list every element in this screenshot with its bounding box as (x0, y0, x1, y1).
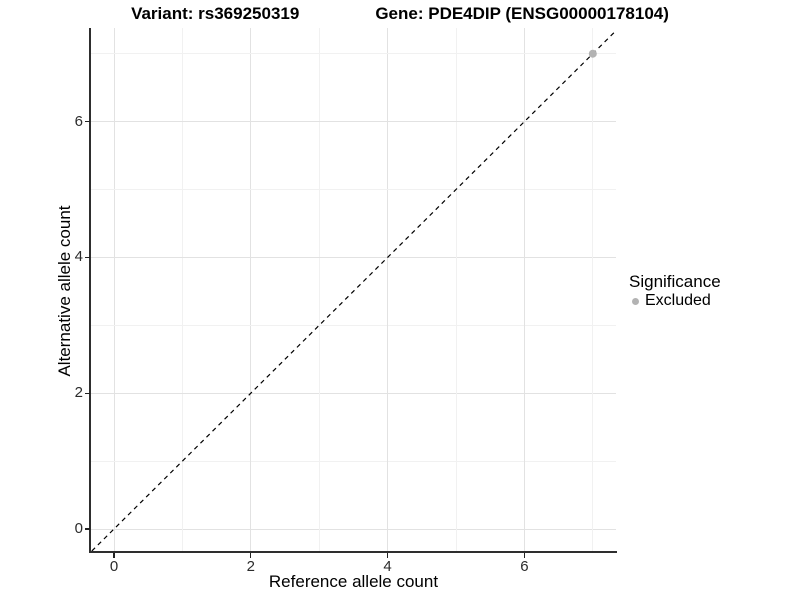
y-tick-label-6: 6 (74, 112, 83, 130)
major-gridline-y-4 (91, 256, 616, 258)
plot-title-gene: Gene: PDE4DIP (ENSG00000178104) (375, 4, 669, 23)
y-tick-2 (85, 392, 90, 394)
y-tick-0 (85, 528, 90, 530)
plot-title: Variant: rs369250319 Gene: PDE4DIP (ENSG… (0, 4, 800, 24)
major-gridline-x-2 (250, 28, 252, 552)
legend-item-excluded: Excluded (629, 292, 721, 310)
major-gridline-x-0 (113, 28, 115, 552)
minor-gridline-x-7 (592, 28, 594, 552)
minor-gridline-x-1 (181, 28, 183, 552)
y-tick-label-0: 0 (74, 520, 83, 537)
plot-draw-layer (91, 29, 616, 552)
plot-panel (91, 28, 616, 552)
x-tick-label-0: 0 (109, 558, 119, 575)
legend-key-dot (632, 297, 639, 305)
minor-gridline-x-3 (318, 28, 320, 552)
y-tick-6 (85, 120, 90, 123)
x-tick-label-2: 2 (246, 558, 255, 575)
x-tick-2 (250, 553, 252, 558)
y-tick-label-4: 4 (74, 248, 83, 266)
x-tick-0 (113, 553, 115, 558)
x-axis-title: Reference allele count (268, 572, 439, 591)
minor-gridline-y-3 (91, 324, 616, 326)
legend-title: Significance (629, 272, 721, 291)
plot-title-variant: Variant: rs369250319 (131, 4, 300, 23)
x-tick-label-4: 4 (383, 558, 392, 575)
major-gridline-x-6 (523, 28, 525, 552)
major-gridline-y-6 (91, 121, 616, 123)
x-tick-label-6: 6 (520, 558, 529, 575)
y-tick-label-2: 2 (74, 384, 83, 402)
minor-gridline-y-5 (91, 189, 616, 190)
y-axis-line (89, 28, 91, 553)
x-tick-4 (386, 553, 389, 558)
x-axis-line (89, 551, 618, 553)
minor-gridline-y-1 (91, 460, 616, 462)
y-tick-4 (85, 256, 90, 259)
major-gridline-x-4 (387, 28, 389, 552)
legend-item-label: Excluded (645, 292, 711, 309)
major-gridline-y-0 (91, 528, 616, 530)
minor-gridline-y-7 (91, 53, 616, 55)
minor-gridline-x-5 (455, 28, 457, 552)
data-point-excluded-7-7 (588, 49, 597, 58)
legend: Significance Excluded (629, 272, 721, 310)
x-tick-6 (523, 553, 526, 558)
major-gridline-y-2 (91, 392, 616, 394)
identity-dashed-line (91, 29, 616, 552)
